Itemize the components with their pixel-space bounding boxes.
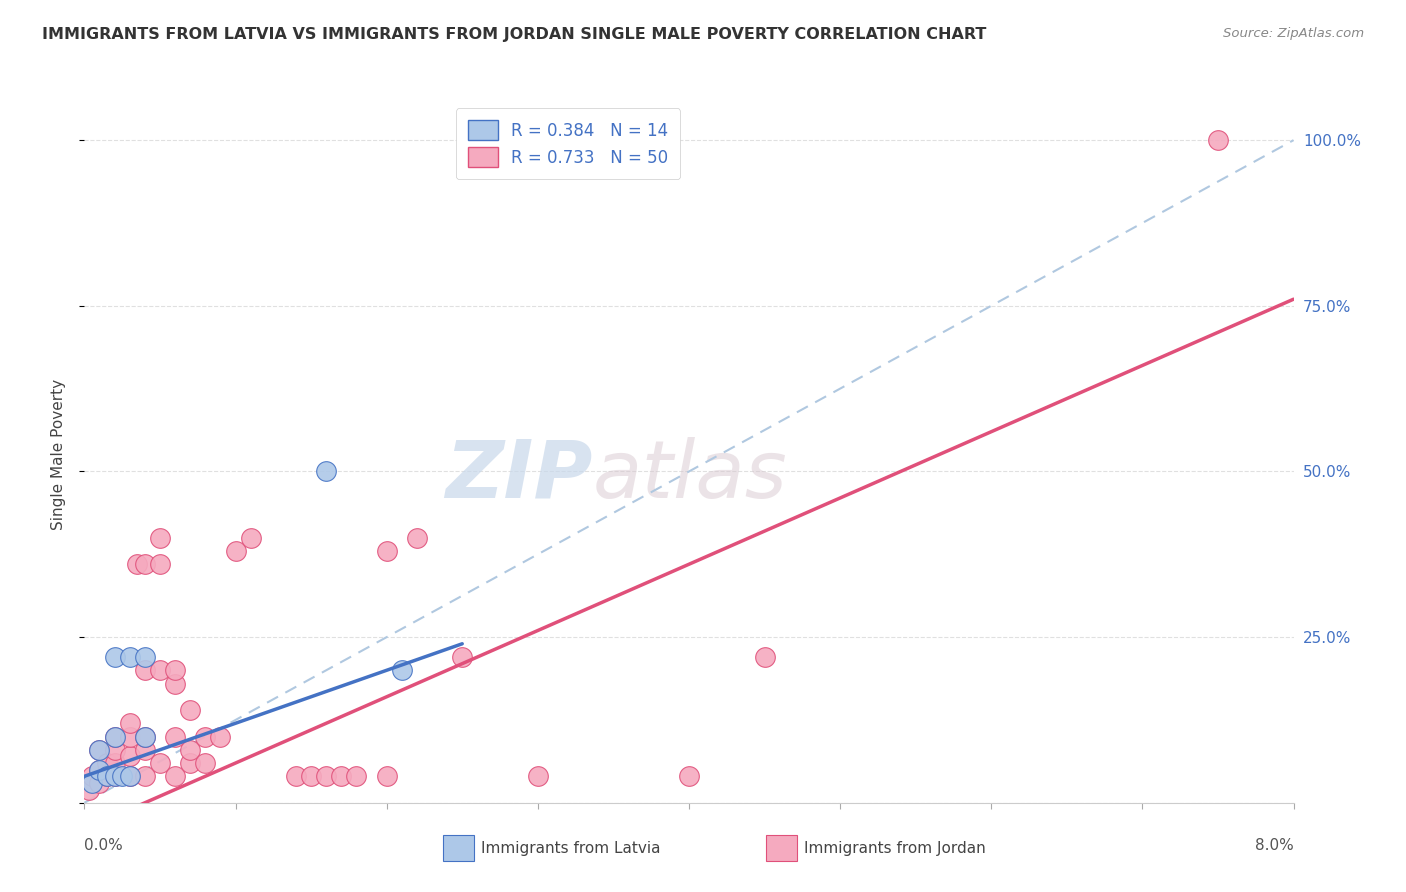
Point bbox=[134, 558, 156, 572]
Point bbox=[104, 650, 127, 665]
Point bbox=[80, 769, 103, 783]
Point bbox=[299, 769, 322, 783]
Point bbox=[179, 756, 201, 770]
Point bbox=[165, 769, 187, 783]
Text: IMMIGRANTS FROM LATVIA VS IMMIGRANTS FROM JORDAN SINGLE MALE POVERTY CORRELATION: IMMIGRANTS FROM LATVIA VS IMMIGRANTS FRO… bbox=[42, 27, 987, 42]
Point bbox=[451, 650, 474, 665]
Point bbox=[209, 730, 232, 744]
Point bbox=[127, 558, 149, 572]
Point bbox=[104, 743, 127, 757]
Text: atlas: atlas bbox=[592, 437, 787, 515]
Point bbox=[406, 531, 429, 545]
Point bbox=[104, 769, 127, 783]
Point bbox=[346, 769, 368, 783]
Text: Immigrants from Jordan: Immigrants from Jordan bbox=[804, 840, 986, 855]
Point bbox=[118, 769, 141, 783]
Point bbox=[104, 730, 127, 744]
Point bbox=[96, 756, 118, 770]
Point bbox=[239, 531, 262, 545]
Point bbox=[77, 782, 100, 797]
Point bbox=[134, 730, 156, 744]
Point bbox=[391, 663, 413, 677]
Point bbox=[96, 769, 118, 783]
Point bbox=[96, 769, 118, 783]
Point bbox=[225, 544, 247, 558]
Point bbox=[89, 763, 111, 777]
Point bbox=[118, 716, 141, 731]
Point bbox=[104, 756, 127, 770]
Point bbox=[149, 558, 172, 572]
Point bbox=[179, 743, 201, 757]
Point bbox=[89, 776, 111, 790]
Legend: R = 0.384   N = 14, R = 0.733   N = 50: R = 0.384 N = 14, R = 0.733 N = 50 bbox=[456, 109, 681, 179]
Point bbox=[118, 650, 141, 665]
Point bbox=[315, 465, 337, 479]
Point bbox=[194, 730, 217, 744]
Point bbox=[149, 663, 172, 677]
Point bbox=[134, 743, 156, 757]
Point bbox=[118, 769, 141, 783]
Point bbox=[678, 769, 700, 783]
Point bbox=[80, 776, 103, 790]
Point bbox=[165, 676, 187, 690]
Point bbox=[118, 749, 141, 764]
Point bbox=[118, 730, 141, 744]
Point bbox=[89, 743, 111, 757]
Text: 8.0%: 8.0% bbox=[1254, 838, 1294, 854]
Y-axis label: Single Male Poverty: Single Male Poverty bbox=[51, 379, 66, 531]
Point bbox=[89, 743, 111, 757]
Point bbox=[149, 756, 172, 770]
Point bbox=[527, 769, 550, 783]
Point bbox=[194, 756, 217, 770]
Point bbox=[134, 730, 156, 744]
Point bbox=[179, 703, 201, 717]
Point bbox=[149, 531, 172, 545]
Point bbox=[165, 730, 187, 744]
Point bbox=[134, 650, 156, 665]
Point bbox=[375, 544, 398, 558]
Point bbox=[89, 763, 111, 777]
Point bbox=[285, 769, 308, 783]
Point bbox=[375, 769, 398, 783]
Point bbox=[111, 769, 134, 783]
Point bbox=[165, 663, 187, 677]
Point bbox=[104, 769, 127, 783]
Point bbox=[134, 663, 156, 677]
Text: ZIP: ZIP bbox=[444, 437, 592, 515]
Text: Immigrants from Latvia: Immigrants from Latvia bbox=[481, 840, 661, 855]
Point bbox=[754, 650, 776, 665]
Point bbox=[315, 769, 337, 783]
Text: Source: ZipAtlas.com: Source: ZipAtlas.com bbox=[1223, 27, 1364, 40]
Point bbox=[1206, 133, 1229, 147]
Point bbox=[104, 730, 127, 744]
Point bbox=[134, 769, 156, 783]
Text: 0.0%: 0.0% bbox=[84, 838, 124, 854]
Point bbox=[330, 769, 353, 783]
